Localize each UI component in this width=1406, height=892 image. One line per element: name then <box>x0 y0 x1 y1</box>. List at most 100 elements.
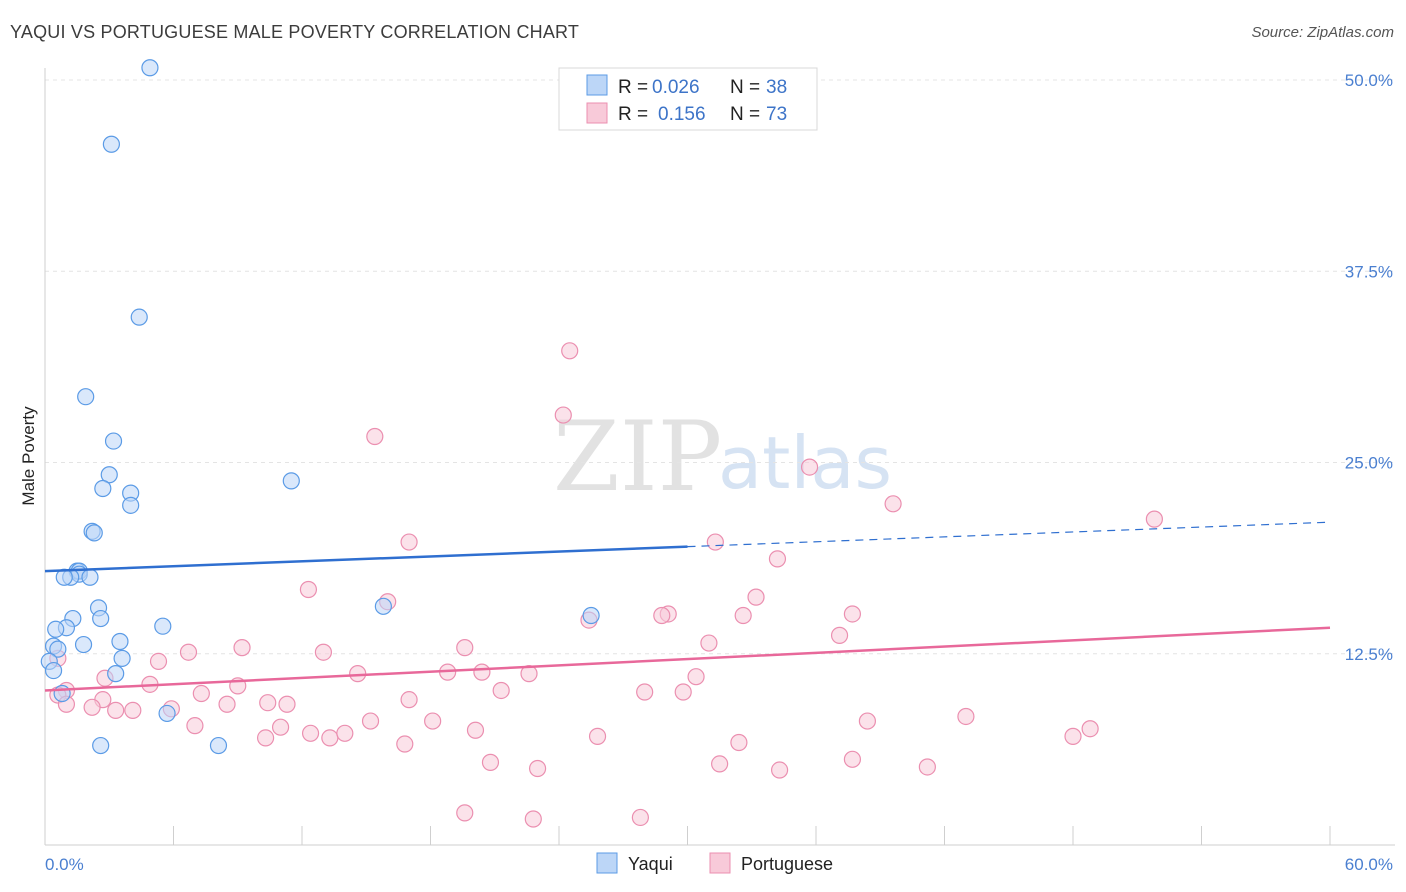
portuguese-point <box>366 427 384 446</box>
yaqui-point <box>582 606 600 625</box>
legend-n-label-yaqui: N = <box>730 77 760 98</box>
yaqui-point <box>107 665 125 683</box>
portuguese-point <box>396 735 414 753</box>
portuguese-point <box>700 634 718 652</box>
portuguese-point <box>918 758 936 776</box>
gridlines <box>45 79 1395 655</box>
legend-n-label-portuguese: N = <box>730 104 760 125</box>
legend-n-value-yaqui: 38 <box>766 77 787 98</box>
yaqui-point <box>113 649 131 667</box>
portuguese-point <box>711 755 729 773</box>
portuguese-point <box>314 643 333 661</box>
source-label: Source: ZipAtlas.com <box>1251 24 1394 41</box>
portuguese-point <box>706 533 724 551</box>
portuguese-point <box>561 342 579 360</box>
portuguese-point <box>456 639 474 657</box>
yaqui-point <box>100 466 118 484</box>
yaqui-point <box>130 308 148 326</box>
portuguese-point <box>256 729 275 747</box>
portuguese-point <box>734 606 752 625</box>
y-tick-label: 50.0% <box>1345 71 1393 90</box>
yaqui-point <box>104 432 123 450</box>
portuguese-point <box>179 643 198 661</box>
y-tick-label: 25.0% <box>1345 454 1393 473</box>
yaqui-point <box>154 617 172 635</box>
portuguese-point <box>259 694 277 712</box>
legend-n-value-portuguese: 73 <box>766 104 787 125</box>
portuguese-point <box>884 495 902 513</box>
bottom-legend-label-portuguese: Portuguese <box>741 854 833 874</box>
portuguese-point <box>768 550 787 568</box>
portuguese-point <box>636 683 654 701</box>
yaqui-point <box>53 684 71 703</box>
x-tick-label-min: 0.0% <box>45 855 84 874</box>
y-axis-tick-labels: 12.5% 25.0% 37.5% 50.0% <box>1345 71 1393 664</box>
portuguese-point <box>192 684 210 703</box>
yaqui-point <box>77 388 95 406</box>
portuguese-point <box>361 712 380 730</box>
portuguese-point <box>481 753 500 771</box>
watermark-zip: ZIP <box>553 401 722 513</box>
portuguese-point <box>1064 727 1082 745</box>
portuguese-point <box>730 733 748 752</box>
portuguese-point <box>233 639 251 657</box>
yaqui-point <box>122 496 140 514</box>
legend-swatch-portuguese <box>586 102 608 124</box>
legend-r-value-portuguese: 0.156 <box>658 104 706 125</box>
legend-r-label-yaqui: R = <box>618 77 648 98</box>
yaqui-point <box>111 632 129 651</box>
portuguese-point <box>1081 720 1099 738</box>
series-legend: Yaqui Portuguese <box>596 852 833 874</box>
yaqui-point <box>85 524 103 542</box>
portuguese-point <box>957 707 975 726</box>
bottom-legend-swatch-portuguese <box>709 852 731 874</box>
y-tick-label: 12.5% <box>1345 645 1393 664</box>
legend-r-value-yaqui: 0.026 <box>652 77 700 98</box>
portuguese-point <box>271 718 290 736</box>
portuguese-point <box>466 721 485 739</box>
yaqui-point <box>74 635 93 654</box>
trend-lines <box>44 521 1331 692</box>
portuguese-point <box>186 717 204 735</box>
yaqui-trend-extension <box>687 521 1331 548</box>
portuguese-point <box>674 683 692 701</box>
portuguese-point <box>1145 510 1163 528</box>
yaqui-point <box>81 568 99 586</box>
portuguese-point <box>830 626 849 644</box>
portuguese-point <box>800 458 819 476</box>
legend-swatch-yaqui <box>586 74 608 96</box>
portuguese-point <box>107 701 125 719</box>
portuguese-point <box>858 712 877 730</box>
portuguese-point <box>687 668 705 686</box>
yaqui-point <box>102 135 120 153</box>
correlation-legend: R = 0.026 N = 38 R = 0.156 N = 73 <box>558 67 818 131</box>
yaqui-point <box>374 597 392 615</box>
yaqui-trend-line <box>44 545 688 573</box>
yaqui-point <box>92 736 110 755</box>
y-axis-label: Male Poverty <box>19 406 38 506</box>
yaqui-point <box>282 472 300 490</box>
portuguese-point <box>321 729 339 747</box>
portuguese-point <box>149 652 168 671</box>
portuguese-point <box>588 727 607 745</box>
legend-r-label-portuguese: R = <box>618 104 648 125</box>
portuguese-point <box>554 406 572 424</box>
bottom-legend-label-yaqui: Yaqui <box>628 854 673 874</box>
portuguese-point <box>843 605 862 623</box>
x-axis-ticks <box>44 826 1331 845</box>
series-yaqui <box>40 59 600 755</box>
y-tick-label: 37.5% <box>1345 262 1393 281</box>
portuguese-point <box>473 663 491 681</box>
portuguese-point <box>424 712 442 730</box>
portuguese-point <box>747 588 765 606</box>
portuguese-point <box>770 761 789 779</box>
portuguese-point <box>631 808 649 827</box>
portuguese-point <box>124 701 142 719</box>
portuguese-point <box>492 681 510 700</box>
portuguese-point <box>336 724 354 742</box>
portuguese-point <box>456 804 474 822</box>
portuguese-trend-line <box>44 626 1331 692</box>
yaqui-point <box>49 640 67 658</box>
portuguese-point <box>349 665 367 683</box>
